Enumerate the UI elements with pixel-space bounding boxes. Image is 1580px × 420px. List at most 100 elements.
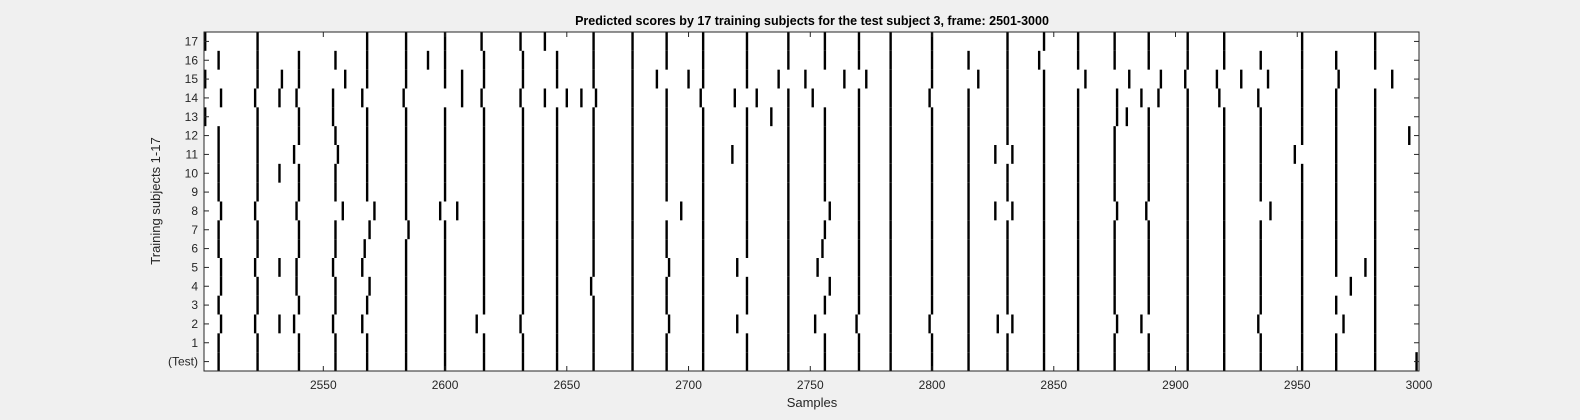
event-mark: [253, 201, 257, 221]
event-mark: [404, 239, 408, 258]
event-mark: [1186, 126, 1189, 145]
event-mark: [1113, 352, 1116, 371]
event-mark: [1266, 69, 1270, 89]
event-mark: [592, 69, 595, 89]
event-mark: [1223, 126, 1226, 145]
event-mark: [555, 163, 559, 183]
event-mark: [823, 295, 827, 315]
event-mark: [1300, 182, 1304, 202]
event-mark: [1076, 126, 1080, 145]
event-mark: [456, 201, 459, 221]
event-mark: [665, 126, 668, 145]
event-mark: [1223, 276, 1226, 296]
event-mark: [855, 314, 858, 334]
event-mark: [1147, 352, 1150, 371]
event-mark: [1084, 69, 1087, 89]
event-mark: [667, 258, 671, 277]
x-tick-label: 2900: [1162, 378, 1189, 392]
event-mark: [1042, 145, 1046, 164]
event-mark: [1147, 50, 1150, 70]
event-mark: [1113, 258, 1116, 277]
event-mark: [361, 88, 364, 108]
event-mark: [1006, 88, 1009, 108]
event-mark: [889, 333, 892, 353]
event-mark: [1140, 88, 1143, 108]
event-mark: [745, 69, 749, 89]
event-mark: [443, 163, 447, 183]
event-mark: [1115, 314, 1119, 334]
event-mark: [592, 333, 595, 353]
event-mark: [1186, 314, 1189, 334]
event-mark: [543, 32, 547, 51]
event-mark: [1076, 201, 1080, 221]
event-mark: [889, 220, 892, 240]
event-mark: [592, 50, 595, 70]
event-mark: [631, 220, 634, 240]
event-mark: [592, 107, 595, 127]
event-mark: [555, 107, 559, 127]
event-mark: [1076, 182, 1080, 202]
event-mark: [565, 88, 568, 108]
event-mark: [1300, 201, 1304, 221]
event-mark: [745, 276, 749, 296]
event-mark: [521, 145, 525, 164]
event-mark: [404, 163, 408, 183]
event-mark: [292, 145, 296, 164]
event-mark: [334, 50, 337, 70]
event-mark: [1147, 126, 1150, 145]
event-mark: [217, 295, 220, 315]
event-mark: [701, 314, 705, 334]
event-mark: [857, 333, 861, 353]
event-mark: [1335, 352, 1338, 371]
event-mark: [297, 126, 301, 145]
event-mark: [1006, 182, 1009, 202]
x-tick-label: 2750: [797, 378, 824, 392]
event-mark: [1335, 220, 1338, 240]
event-mark: [1335, 333, 1338, 353]
event-mark: [1259, 163, 1262, 183]
event-mark: [1408, 126, 1411, 145]
event-mark: [1259, 50, 1262, 70]
event-mark: [889, 145, 892, 164]
event-mark: [592, 126, 595, 145]
event-mark: [219, 276, 223, 296]
event-mark: [701, 32, 705, 51]
event-mark: [331, 88, 335, 108]
event-mark: [823, 126, 827, 145]
event-mark: [655, 69, 659, 89]
x-axis-label: Samples: [787, 395, 838, 410]
event-mark: [1006, 107, 1009, 127]
event-mark: [365, 107, 369, 127]
event-mark: [930, 69, 934, 89]
event-mark: [631, 201, 634, 221]
event-mark: [331, 107, 335, 127]
event-mark: [1113, 32, 1116, 51]
event-mark: [521, 126, 525, 145]
event-mark: [334, 333, 337, 353]
event-mark: [1342, 314, 1345, 334]
x-tick-label: 2700: [675, 378, 702, 392]
event-mark: [857, 258, 861, 277]
event-mark: [1186, 107, 1189, 127]
event-mark: [823, 352, 827, 371]
event-mark: [331, 258, 335, 277]
event-mark: [1223, 163, 1226, 183]
event-mark: [787, 239, 790, 258]
event-mark: [295, 88, 298, 108]
event-mark: [1076, 314, 1080, 334]
event-mark: [665, 182, 668, 202]
event-mark: [1042, 32, 1046, 51]
event-mark: [443, 295, 447, 315]
event-mark: [1113, 333, 1116, 353]
event-mark: [1300, 69, 1304, 89]
event-mark: [631, 69, 634, 89]
x-tick-label: 2600: [432, 378, 459, 392]
event-mark: [217, 163, 220, 183]
event-mark: [256, 352, 259, 371]
event-mark: [365, 126, 369, 145]
event-mark: [1335, 239, 1338, 258]
event-mark: [253, 258, 257, 277]
event-mark: [1259, 333, 1262, 353]
event-mark: [1147, 220, 1150, 240]
